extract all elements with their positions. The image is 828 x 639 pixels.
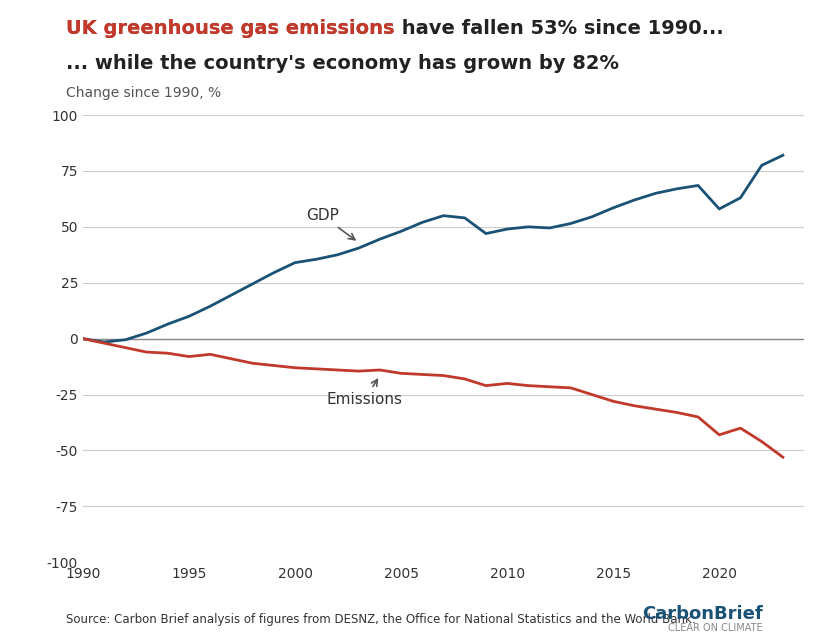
- Text: have fallen 53% since 1990...: have fallen 53% since 1990...: [394, 19, 723, 38]
- Text: UK greenhouse gas emissions: UK greenhouse gas emissions: [66, 19, 394, 38]
- Text: Source: Carbon Brief analysis of figures from DESNZ, the Office for National Sta: Source: Carbon Brief analysis of figures…: [66, 613, 695, 626]
- Text: UK greenhouse gas emissions: UK greenhouse gas emissions: [66, 19, 394, 38]
- Text: GDP: GDP: [306, 208, 354, 240]
- Text: UK greenhouse gas emissions: UK greenhouse gas emissions: [0, 638, 1, 639]
- Text: Change since 1990, %: Change since 1990, %: [66, 86, 221, 100]
- Text: CLEAR ON CLIMATE: CLEAR ON CLIMATE: [667, 622, 762, 633]
- Text: ... while the country's economy has grown by 82%: ... while the country's economy has grow…: [66, 54, 619, 73]
- Text: Emissions: Emissions: [326, 380, 402, 406]
- Text: CarbonBrief: CarbonBrief: [641, 605, 762, 623]
